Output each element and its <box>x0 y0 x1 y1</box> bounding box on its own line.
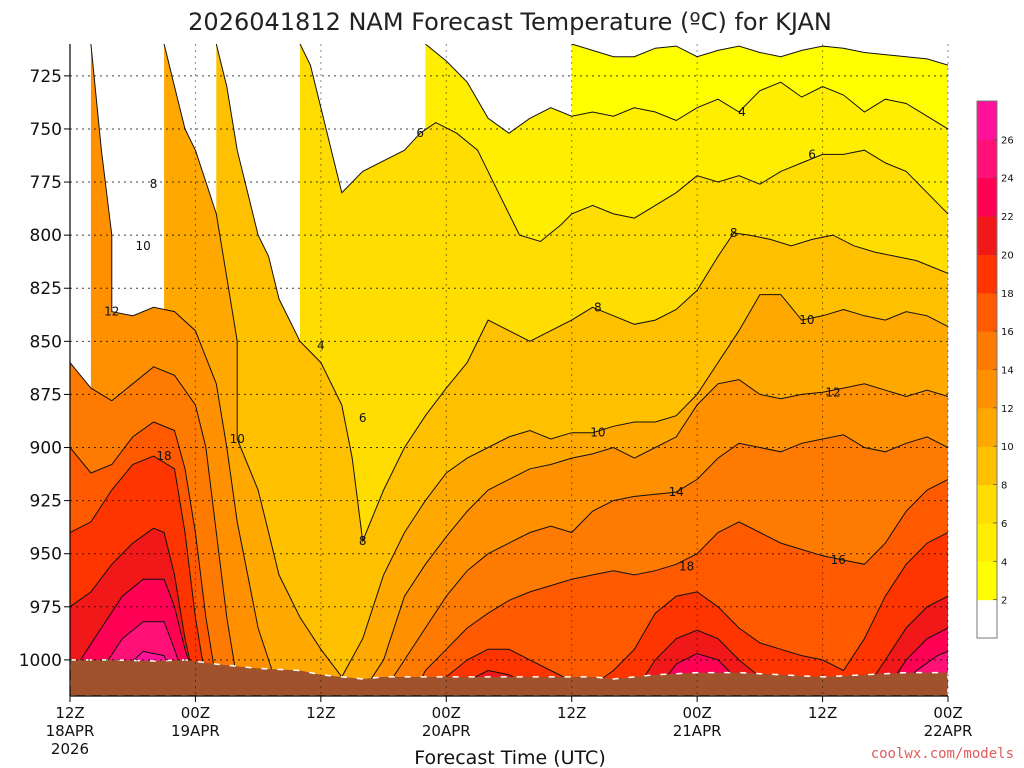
contour-label: 16 <box>831 553 846 567</box>
colorbar-swatch <box>977 292 997 332</box>
y-tick-label: 900 <box>30 439 62 459</box>
contour-label: 18 <box>156 449 171 463</box>
contour-label: 6 <box>416 126 424 140</box>
contour-label: 10 <box>230 432 245 446</box>
contour-16 <box>70 421 948 693</box>
contour-label: 8 <box>594 300 602 314</box>
colorbar-swatch <box>977 561 997 601</box>
x-tick-time: 00Z <box>432 704 461 722</box>
y-tick-label: 825 <box>30 279 62 299</box>
y-tick-label: 750 <box>30 120 62 140</box>
colorbar-swatch <box>977 522 997 562</box>
contour-12 <box>90 44 948 693</box>
contour-label: 10 <box>590 426 605 440</box>
x-tick-time: 12Z <box>557 704 586 722</box>
x-axis-label: Forecast Time (UTC) <box>414 747 605 768</box>
colorbar-swatch <box>977 139 997 179</box>
x-tick-time: 00Z <box>933 704 962 722</box>
band-20 <box>70 528 948 696</box>
x-tick-time: 12Z <box>808 704 837 722</box>
x-tick-date: 19APR <box>171 722 220 740</box>
y-tick-label: 850 <box>30 332 62 352</box>
contour-label: 10 <box>799 313 814 327</box>
x-tick-date: 21APR <box>673 722 722 740</box>
colorbar-swatch <box>977 599 997 639</box>
colorbar-label: 8 <box>1001 481 1007 492</box>
contour-2 <box>571 44 948 66</box>
x-tick-year: 2026 <box>51 740 89 758</box>
contour-label: 18 <box>679 559 694 573</box>
y-tick-label: 725 <box>30 67 62 87</box>
x-tick-date: 22APR <box>924 722 973 740</box>
contour-label: 4 <box>317 339 325 353</box>
y-tick-label: 800 <box>30 226 62 246</box>
colorbar-swatch <box>977 331 997 370</box>
contour-label: 8 <box>359 534 367 548</box>
y-tick-label: 950 <box>30 545 62 565</box>
y-tick-label: 775 <box>30 173 62 193</box>
contour-layers <box>70 44 948 696</box>
colorbar-label: 20 <box>1001 250 1014 261</box>
colorbar-swatch <box>977 446 997 486</box>
colorbar-label: 2 <box>1001 596 1007 607</box>
x-tick-time: 12Z <box>306 704 335 722</box>
colorbar-label: 14 <box>1001 366 1014 377</box>
contour-label: 12 <box>104 305 119 319</box>
ground <box>70 659 948 696</box>
colorbar-label: 22 <box>1001 212 1014 223</box>
colorbar-swatch <box>977 254 997 294</box>
colorbar-swatch <box>977 101 997 140</box>
contour-8 <box>215 44 948 543</box>
contour-label: 8 <box>150 177 158 191</box>
colorbar-label: 4 <box>1001 557 1007 568</box>
contour-labels: 4 6 6 8 8 10 8 10 12 4 12 6 10 10 18 14 8 16 18 <box>104 105 846 573</box>
contour-6 <box>299 44 948 243</box>
contour-label: 10 <box>136 239 151 253</box>
x-tick-time: 00Z <box>682 704 711 722</box>
colorbar-label: 6 <box>1001 519 1007 530</box>
x-tick-time: 12Z <box>55 704 84 722</box>
y-tick-label: 875 <box>30 385 62 405</box>
contour-label: 4 <box>738 105 746 119</box>
contour-10 <box>163 44 948 678</box>
colorbar-label: 24 <box>1001 174 1014 185</box>
axes: 725 750 775 800 825 850 875 900 925 950 975 1000 12Z… <box>19 44 973 758</box>
colorbar-label: 12 <box>1001 404 1014 415</box>
x-tick-date: 18APR <box>46 722 95 740</box>
y-tick-label: 975 <box>30 598 62 618</box>
colorbar-label: 10 <box>1001 442 1014 453</box>
chart-title: 2026041812 NAM Forecast Temperature (ºC)… <box>188 8 832 36</box>
colorbar-swatch <box>977 407 997 447</box>
y-tick-label: 1000 <box>19 651 62 671</box>
x-tick-date: 20APR <box>422 722 471 740</box>
colorbar-label: 18 <box>1001 289 1014 300</box>
contour-14 <box>70 362 948 693</box>
contour-4 <box>425 44 948 134</box>
band-18 <box>70 456 948 696</box>
colorbar-swatch <box>977 216 997 255</box>
colorbar-label: 26 <box>1001 135 1014 146</box>
colorbar-label: 16 <box>1001 327 1014 338</box>
colorbar-swatch <box>977 484 997 524</box>
contour-label: 8 <box>730 226 738 240</box>
colorbar-swatch <box>977 369 997 409</box>
colorbar-swatch <box>977 177 997 217</box>
contour-label: 12 <box>825 385 840 399</box>
contour-label: 6 <box>359 411 367 425</box>
x-tick-time: 00Z <box>181 704 210 722</box>
contour-label: 14 <box>669 485 684 499</box>
contour-label: 6 <box>808 147 816 161</box>
y-tick-label: 925 <box>30 492 62 512</box>
credit-link[interactable]: coolwx.com/models <box>871 746 1014 762</box>
